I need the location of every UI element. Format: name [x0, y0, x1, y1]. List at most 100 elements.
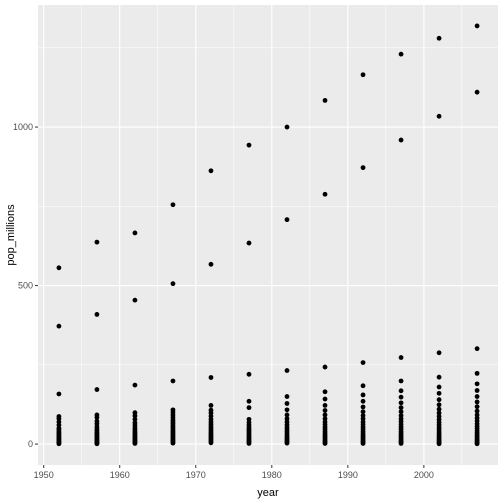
data-point	[436, 350, 442, 356]
data-point	[284, 368, 290, 373]
data-point	[246, 405, 252, 411]
data-point	[284, 217, 290, 223]
data-point	[170, 202, 176, 208]
data-point	[132, 230, 138, 236]
data-point	[284, 401, 290, 406]
data-point	[208, 440, 214, 446]
data-point	[474, 381, 480, 387]
data-point	[360, 441, 366, 446]
data-point	[398, 51, 404, 57]
data-point	[322, 412, 328, 418]
data-point	[474, 399, 480, 405]
data-point	[56, 441, 62, 447]
data-point	[360, 360, 366, 366]
data-point	[170, 378, 176, 384]
data-point	[322, 402, 328, 408]
data-point	[398, 137, 404, 143]
data-point	[284, 394, 290, 399]
x-tick-label: 2000	[414, 470, 434, 480]
data-point	[322, 408, 328, 413]
data-point	[474, 89, 480, 95]
data-points	[56, 23, 480, 447]
data-point	[398, 355, 404, 360]
data-point	[284, 124, 290, 130]
data-point	[360, 165, 366, 171]
data-point	[474, 394, 480, 399]
data-point	[94, 387, 100, 392]
data-point	[170, 281, 176, 287]
data-point	[208, 402, 214, 408]
data-point	[170, 440, 176, 446]
data-point	[322, 98, 328, 103]
x-tick-label: 1990	[338, 470, 358, 480]
y-tick-label: 1000	[13, 122, 33, 132]
data-point	[398, 409, 404, 415]
data-point	[246, 398, 252, 404]
data-point	[94, 415, 100, 420]
data-point	[436, 410, 442, 416]
x-tick-label: 1950	[34, 470, 54, 480]
data-point	[322, 191, 328, 197]
data-point	[474, 404, 480, 410]
data-point	[284, 412, 290, 418]
y-tick-label: 0	[28, 439, 33, 449]
data-point	[360, 398, 366, 404]
data-point	[132, 382, 138, 388]
data-point	[436, 406, 442, 412]
data-point	[436, 441, 442, 447]
data-point	[132, 297, 138, 303]
data-point	[94, 312, 100, 317]
data-point	[436, 402, 442, 408]
y-tick-label: 500	[18, 281, 33, 291]
data-point	[132, 416, 138, 422]
y-axis-title: pop_millions	[5, 204, 17, 266]
data-point	[436, 374, 442, 380]
grid-major	[38, 5, 498, 465]
data-point	[398, 388, 404, 394]
data-point	[398, 394, 404, 400]
data-point	[56, 323, 62, 329]
data-point	[360, 404, 366, 410]
x-tick-label: 1980	[262, 470, 282, 480]
data-point	[56, 391, 62, 397]
x-tick-label: 1960	[110, 470, 130, 480]
data-point	[474, 408, 480, 414]
data-point	[474, 370, 480, 376]
data-point	[360, 383, 366, 389]
data-point	[208, 261, 214, 267]
plot-panel	[38, 5, 498, 465]
data-point	[322, 441, 328, 446]
data-point	[56, 265, 62, 271]
data-point	[132, 441, 138, 446]
y-axis: 0 500 1000	[13, 122, 38, 449]
data-point	[474, 388, 480, 393]
data-point	[246, 441, 252, 446]
data-point	[246, 142, 252, 148]
data-point	[208, 375, 214, 380]
data-point	[398, 405, 404, 411]
data-point	[360, 409, 366, 415]
data-point	[398, 441, 404, 446]
data-point	[360, 72, 366, 78]
x-tick-label: 1970	[186, 470, 206, 480]
data-point	[322, 364, 328, 370]
data-point	[94, 441, 100, 447]
data-point	[398, 378, 404, 384]
data-point	[284, 407, 290, 413]
x-axis-title: year	[257, 487, 279, 499]
data-point	[208, 168, 214, 174]
data-point	[436, 35, 442, 41]
data-point	[360, 392, 366, 398]
data-point	[398, 400, 404, 406]
data-point	[474, 346, 480, 352]
data-point	[474, 441, 480, 447]
data-point	[322, 396, 328, 402]
data-point	[436, 113, 442, 119]
data-point	[284, 440, 290, 446]
data-point	[436, 397, 442, 403]
data-point	[436, 384, 442, 390]
grid-minor	[38, 5, 498, 465]
data-point	[474, 23, 480, 29]
